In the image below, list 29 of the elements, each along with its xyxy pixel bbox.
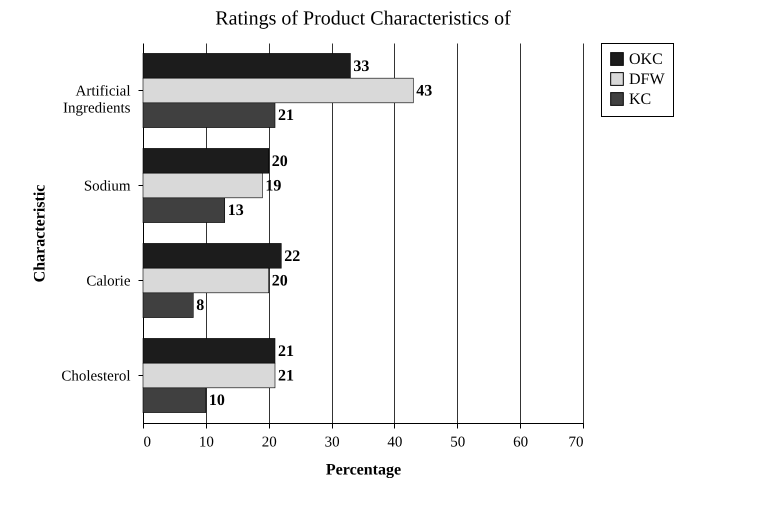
y-tick-label: Artificial Ingredients: [63, 84, 131, 116]
data-label: 33: [353, 58, 370, 75]
x-tick-label: 70: [568, 434, 584, 450]
legend-label: DFW: [629, 71, 666, 88]
x-tick-label: 20: [262, 434, 277, 450]
data-label: 13: [228, 202, 244, 220]
chart-title: Ratings of Product Characteristics of: [215, 8, 512, 30]
y-tick-label: Calorie: [86, 274, 131, 290]
x-axis-title: Percentage: [326, 462, 402, 478]
data-label: 21: [278, 107, 294, 124]
x-tick-label: 0: [144, 434, 151, 450]
legend-label: OKC: [629, 51, 663, 68]
y-tick-label: Cholesterol: [61, 368, 130, 384]
data-label: 43: [416, 82, 432, 100]
x-tick-label: 40: [387, 434, 402, 450]
y-tick-label: Sodium: [84, 178, 131, 194]
data-label: 21: [278, 368, 294, 384]
data-label: 8: [196, 297, 204, 314]
x-tick-label: 60: [513, 434, 528, 450]
data-label: 21: [278, 342, 294, 360]
legend-label: KC: [629, 91, 652, 108]
data-label: 20: [272, 272, 288, 290]
data-label: 22: [284, 248, 300, 265]
y-axis-title: Characteristic: [31, 184, 48, 282]
data-label: 10: [208, 392, 225, 410]
x-tick-label: 50: [450, 434, 466, 450]
data-label: 20: [272, 152, 288, 170]
x-tick-label: 10: [198, 434, 214, 450]
x-tick-label: 30: [324, 434, 340, 450]
